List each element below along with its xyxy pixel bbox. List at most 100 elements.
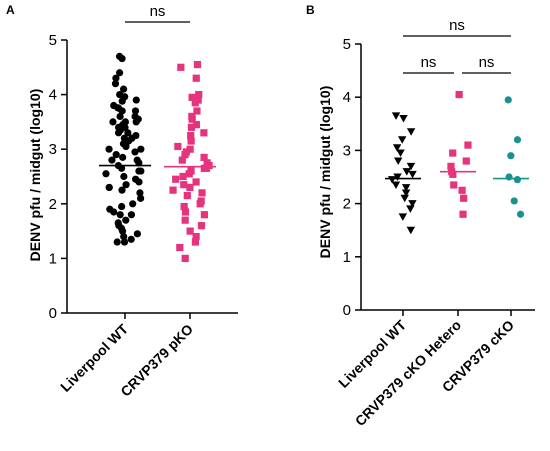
data-point (193, 60, 202, 69)
data-point (507, 152, 515, 160)
data-point (406, 205, 415, 213)
data-point (191, 238, 200, 246)
data-point (113, 238, 121, 246)
data-point (197, 222, 206, 230)
data-point (455, 90, 463, 99)
data-point (135, 167, 143, 175)
data-point (200, 129, 208, 137)
data-point (462, 157, 470, 165)
data-point (504, 96, 512, 104)
y-tick-label: 2 (49, 196, 57, 213)
data-point (136, 189, 144, 197)
data-point (118, 186, 126, 194)
data-point (181, 216, 189, 224)
significance-label: ns (449, 17, 465, 34)
data-point (464, 141, 472, 149)
data-point (408, 170, 417, 179)
y-tick-label: 1 (49, 250, 57, 267)
data-point (394, 157, 403, 166)
data-point (192, 178, 200, 186)
significance-brackets: ns ns ns (403, 17, 511, 74)
data-point (192, 74, 200, 82)
data-point (102, 170, 110, 178)
data-point (200, 211, 208, 219)
axes: 0 1 2 3 4 5 (343, 36, 535, 319)
data-point (181, 208, 190, 216)
data-point (120, 172, 128, 181)
data-point (186, 183, 194, 192)
data-point (116, 112, 124, 121)
data-point (396, 149, 405, 158)
data-point (108, 156, 116, 164)
data-point (401, 189, 411, 197)
data-point (177, 63, 185, 71)
y-tick-label: 4 (343, 89, 351, 106)
data-point (118, 97, 126, 105)
data-point (178, 156, 186, 164)
panel-a: A DENV pfu / midgut (log10) 0 1 2 3 4 5 ns Li… (6, 3, 238, 400)
data-point (135, 159, 143, 167)
data-point (406, 162, 416, 171)
data-point (186, 227, 194, 235)
y-tick-label: 5 (343, 36, 351, 53)
data-point (449, 149, 457, 157)
data-point (105, 183, 113, 192)
data-point (399, 114, 408, 123)
data-point (398, 213, 408, 221)
data-point (118, 54, 126, 63)
y-tick-label: 4 (49, 87, 57, 104)
data-point (181, 254, 189, 262)
data-point (202, 164, 211, 172)
data-point (516, 210, 525, 218)
data-points (99, 52, 216, 262)
data-point (116, 211, 124, 219)
data-point (122, 181, 130, 189)
data-point (196, 200, 204, 208)
data-point (188, 93, 196, 101)
data-point (137, 145, 145, 153)
data-point (122, 216, 130, 224)
data-point (133, 230, 141, 238)
data-point (117, 164, 126, 172)
significance-label: ns (421, 54, 437, 71)
data-point (510, 197, 518, 205)
data-point (191, 99, 199, 107)
data-point (137, 194, 145, 202)
data-point (120, 238, 129, 246)
y-tick-label: 3 (343, 142, 351, 159)
data-point (401, 184, 411, 192)
data-point (458, 186, 466, 194)
data-point (195, 91, 203, 99)
y-tick-label: 1 (343, 249, 351, 266)
data-point (392, 144, 402, 152)
data-point (118, 227, 127, 235)
data-point (131, 148, 139, 156)
data-point (120, 232, 128, 241)
data-point (129, 200, 137, 208)
data-point (408, 200, 417, 208)
y-tick-label: 3 (49, 141, 57, 158)
data-point (181, 151, 189, 159)
data-point (122, 142, 130, 151)
data-point (118, 107, 126, 115)
data-points (385, 90, 529, 235)
data-point (460, 194, 468, 202)
y-tick-label: 2 (343, 196, 351, 213)
data-point (183, 192, 191, 200)
data-point (172, 175, 180, 183)
data-point (174, 142, 182, 151)
data-point (447, 162, 455, 170)
data-point (513, 136, 522, 144)
data-point (127, 235, 135, 243)
data-point (185, 170, 193, 178)
data-point (119, 153, 127, 161)
data-point (193, 107, 201, 115)
data-point (186, 145, 194, 153)
significance-brackets: ns (125, 3, 190, 23)
panel-label-a: A (6, 3, 15, 17)
y-tick-label: 0 (49, 305, 57, 322)
data-point (112, 74, 120, 82)
